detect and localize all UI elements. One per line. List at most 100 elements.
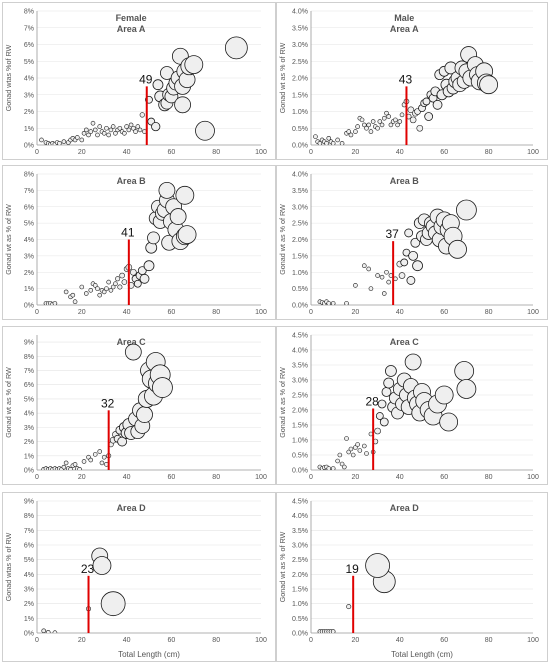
data-point — [133, 279, 142, 288]
y-tick-label: 6% — [24, 543, 34, 550]
data-point — [97, 292, 103, 298]
x-tick-label: 60 — [440, 637, 448, 644]
y-axis-label: Gonad wtas %of RW — [4, 45, 13, 112]
data-point — [384, 269, 389, 275]
x-tick-label: 40 — [123, 309, 131, 316]
y-tick-label: 3.0% — [292, 378, 308, 385]
chart-panel-3: 0% 1% 2% 3% 4% 5% 6% 7% 8% 0 20 40 60 80 100 Gonad wt a… — [2, 165, 276, 320]
chart-panel-4: 0.0% 0.5% 1.0% 1.5% 2.0% 2.5% 3.0% 3.5% 4.0% 0 20 4… — [276, 165, 548, 320]
y-tick-label: 1.5% — [292, 92, 308, 99]
data-point — [393, 117, 398, 123]
x-axis-label: Total Length (cm) — [118, 650, 180, 659]
x-tick-label: 100 — [255, 637, 267, 644]
chart-title: Area B — [117, 176, 147, 186]
data-point — [113, 281, 118, 287]
data-point — [339, 141, 345, 145]
chart-svg-1: 0% 1% 2% 3% 4% 5% 6% 7% 8% 0 20 40 60 80 100 Gonad wtas… — [4, 9, 267, 157]
data-point — [412, 260, 423, 272]
data-point — [81, 459, 87, 464]
data-point — [409, 116, 417, 124]
data-point — [330, 466, 336, 470]
y-tick-label: 0.5% — [292, 453, 308, 460]
data-point — [400, 258, 409, 267]
data-point — [342, 464, 347, 470]
y-tick-label: 9% — [24, 340, 34, 347]
x-tick-label: 100 — [527, 637, 539, 644]
y-tick-label: 9% — [24, 499, 34, 506]
y-tick-label: 3% — [24, 425, 34, 432]
data-point — [410, 237, 421, 248]
y-tick-label: 4% — [24, 237, 34, 244]
x-tick-label: 20 — [352, 149, 360, 156]
chart-svg-5: 0% 1% 2% 3% 4% 5% 6% 7% 8% 9% 0 20 40 60 80 100 Gonad wt… — [4, 335, 267, 481]
data-point — [388, 122, 394, 128]
x-tick-label: 0 — [35, 309, 39, 316]
chart-title: Area D — [390, 503, 420, 513]
x-tick-label: 60 — [168, 474, 176, 481]
x-tick-label: 80 — [485, 149, 493, 156]
data-point — [346, 449, 352, 455]
data-point — [375, 125, 380, 131]
data-point — [133, 129, 138, 134]
x-tick-label: 100 — [527, 149, 539, 156]
y-tick-label: 2.5% — [292, 221, 308, 228]
chart-title: Area C — [117, 337, 147, 347]
x-tick-label: 80 — [485, 474, 493, 481]
data-point — [151, 121, 161, 132]
data-point — [45, 629, 51, 633]
y-tick-label: 0% — [24, 631, 34, 638]
chart-panel-8: 0.0% 0.5% 1.0% 1.5% 2.0% 2.5% 3.0% 3.5% 4.0% 4.5%… — [276, 492, 548, 662]
data-point — [348, 132, 354, 138]
chart-title: Area A — [390, 24, 419, 34]
y-tick-label: 4% — [24, 572, 34, 579]
y-axis-label: Gonad wt as % of RW — [278, 532, 287, 603]
data-point — [41, 628, 47, 633]
x-tick-label: 40 — [396, 149, 404, 156]
data-point — [122, 130, 127, 136]
data-point — [95, 286, 100, 291]
data-point — [101, 130, 107, 136]
x-tick-label: 80 — [485, 309, 493, 316]
data-point — [422, 97, 431, 106]
x-tick-label: 60 — [440, 474, 448, 481]
data-point — [355, 442, 360, 447]
data-point — [350, 452, 356, 458]
chart-panel-5: 0% 1% 2% 3% 4% 5% 6% 7% 8% 9% 0 20 40 60 80 100 Gonad wt… — [2, 326, 276, 485]
chart-title: Area A — [117, 24, 146, 34]
data-point — [117, 436, 128, 447]
data-point — [381, 291, 387, 296]
data-point — [63, 460, 69, 466]
y-tick-label: 0.5% — [292, 616, 308, 623]
y-tick-label: 4.5% — [292, 499, 308, 506]
data-point — [337, 452, 343, 458]
y-tick-label: 0% — [24, 303, 34, 310]
data-point — [104, 125, 109, 131]
data-point — [416, 124, 424, 132]
y-tick-label: 3% — [24, 253, 34, 260]
data-point — [137, 127, 143, 133]
data-point — [121, 279, 128, 285]
data-point — [368, 129, 374, 134]
data-point — [366, 122, 372, 128]
x-tick-label: 0 — [35, 474, 39, 481]
data-point — [404, 228, 414, 238]
data-point — [110, 284, 116, 290]
y-tick-label: 3% — [24, 92, 34, 99]
y-tick-label: 1% — [24, 616, 34, 623]
y-tick-label: 1.5% — [292, 253, 308, 260]
y-tick-label: 8% — [24, 354, 34, 361]
data-point — [143, 260, 155, 272]
chart-title: Male — [394, 13, 414, 23]
x-tick-label: 60 — [168, 149, 176, 156]
data-point — [195, 120, 215, 141]
y-tick-label: 2% — [24, 109, 34, 116]
y-tick-label: 6% — [24, 204, 34, 211]
data-point — [124, 343, 142, 361]
x-tick-label: 40 — [123, 149, 131, 156]
data-point — [130, 268, 137, 276]
x-tick-label: 40 — [123, 637, 131, 644]
data-point — [79, 284, 85, 290]
data-point — [359, 117, 365, 123]
y-tick-label: 2.0% — [292, 237, 308, 244]
chart-svg-3: 0% 1% 2% 3% 4% 5% 6% 7% 8% 0 20 40 60 80 100 Gonad wt a… — [4, 172, 267, 317]
